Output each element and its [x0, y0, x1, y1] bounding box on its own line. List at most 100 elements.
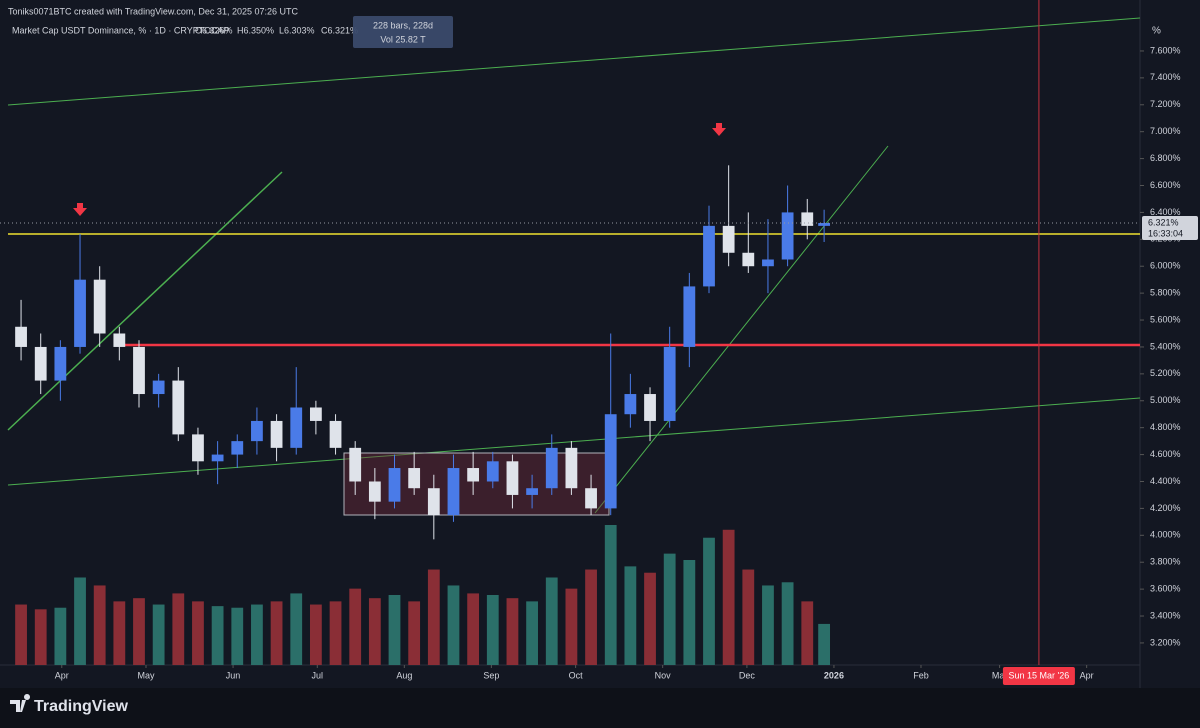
- volume-bar: [447, 585, 460, 665]
- volume-bar: [683, 560, 696, 665]
- volume-bar: [133, 598, 145, 665]
- y-tick-label: 6.000%: [1150, 261, 1181, 271]
- y-tick-label: 7.000%: [1150, 126, 1181, 136]
- candle-body: [644, 394, 656, 421]
- tooltip-volume: Vol 25.82 T: [380, 34, 426, 44]
- footer-bar: [0, 688, 1200, 728]
- brand: TradingView: [34, 698, 129, 715]
- arrow-marker: [73, 203, 87, 216]
- candle-body: [368, 481, 381, 502]
- candle-body: [762, 259, 774, 267]
- trend-line: [7, 17, 1141, 106]
- x-tick-label: Dec: [739, 670, 756, 680]
- candle-body: [486, 461, 499, 482]
- volume-bar: [349, 588, 362, 665]
- y-tick-label: 7.600%: [1150, 45, 1181, 55]
- range-box: [343, 452, 610, 516]
- volume-bar: [388, 595, 401, 665]
- volume-bar: [818, 623, 831, 665]
- x-tick-label: Apr: [1080, 670, 1094, 680]
- volume-bar: [703, 537, 715, 665]
- candle-body: [192, 434, 204, 462]
- candle-body: [309, 407, 322, 421]
- candle-body: [427, 488, 440, 516]
- volume-bar: [309, 604, 322, 665]
- candle-body: [15, 326, 27, 347]
- candle-body: [34, 346, 47, 381]
- volume-bar: [290, 593, 303, 665]
- candle-body: [133, 346, 145, 395]
- candle-body: [74, 279, 86, 347]
- volume-bar: [486, 595, 499, 665]
- candle-body: [703, 225, 715, 287]
- candle-body: [270, 420, 283, 448]
- volume-bar: [467, 593, 480, 665]
- trend-line: [7, 397, 1141, 486]
- volume-bar: [113, 601, 126, 665]
- x-tick-label: Feb: [913, 670, 929, 680]
- candle-body: [545, 447, 558, 489]
- y-tick-label: 5.000%: [1150, 395, 1181, 405]
- ohlc-close: C6.321%: [321, 25, 358, 35]
- x-tick-label: Jul: [312, 670, 324, 680]
- credit: Toniks0071BTC created with TradingView.c…: [8, 6, 298, 16]
- candle-body: [93, 279, 106, 334]
- volume-bar: [74, 577, 86, 665]
- volume-bar: [211, 606, 224, 665]
- candle-body: [506, 461, 519, 495]
- x-tick-label: Apr: [55, 670, 69, 680]
- candle-body: [604, 414, 617, 509]
- x-tick-label: Mar: [992, 670, 1008, 680]
- y-tick-label: 4.200%: [1150, 503, 1181, 513]
- unit-label: %: [1152, 26, 1161, 37]
- y-tick-label: 3.200%: [1150, 637, 1181, 647]
- x-tick-label: Jun: [226, 670, 241, 680]
- candle-body: [408, 468, 421, 489]
- y-tick-label: 5.600%: [1150, 314, 1181, 324]
- y-tick-label: 6.400%: [1150, 207, 1181, 217]
- volume-bar: [762, 585, 774, 665]
- volume-bar: [251, 604, 263, 665]
- volume-bar: [781, 582, 794, 665]
- y-tick-label: 6.600%: [1150, 180, 1181, 190]
- volume-bar: [644, 572, 656, 665]
- candle-body: [152, 380, 165, 395]
- candle-body: [388, 468, 401, 502]
- y-tick-label: 3.600%: [1150, 583, 1181, 593]
- y-tick-label: 6.800%: [1150, 153, 1181, 163]
- volume-bar: [565, 588, 578, 665]
- axis-layer: 3.200% 3.400% 3.600% 3.800% 4.000% 4.200% 4.40…: [0, 0, 1198, 685]
- candle-body: [231, 441, 244, 455]
- candle-body: [251, 420, 263, 442]
- volume-layer: [15, 525, 831, 665]
- logo: TradingView: [10, 694, 129, 715]
- volume-bar: [15, 604, 27, 665]
- x-tick-label: Oct: [569, 670, 584, 680]
- candle-body: [565, 447, 578, 489]
- tooltip: [353, 16, 453, 48]
- symbol: Market Cap USDT Dominance, % · 1D · CRYP…: [12, 25, 230, 35]
- candle-body: [467, 468, 480, 482]
- volume-bar: [722, 529, 735, 665]
- countdown: 16:33:04: [1148, 228, 1183, 238]
- volume-bar: [368, 598, 381, 665]
- candle-body: [290, 407, 303, 448]
- y-tick-label: 4.000%: [1150, 530, 1181, 540]
- candle-body: [585, 488, 597, 509]
- last-price-box: [1142, 216, 1198, 241]
- y-tick-label: 3.400%: [1150, 610, 1181, 620]
- volume-bar: [742, 569, 755, 665]
- volume-bar: [604, 525, 617, 665]
- arrow-marker: [712, 123, 726, 136]
- volume-bar: [506, 598, 519, 665]
- x-tick-label: May: [138, 670, 156, 680]
- volume-bar: [427, 569, 440, 665]
- volume-bar: [408, 601, 421, 665]
- volume-bar: [663, 553, 676, 665]
- candle-body: [663, 346, 676, 421]
- candle-body: [113, 333, 126, 347]
- y-tick-label: 5.800%: [1150, 288, 1181, 298]
- volume-bar: [801, 601, 814, 665]
- volume-bar: [231, 607, 244, 665]
